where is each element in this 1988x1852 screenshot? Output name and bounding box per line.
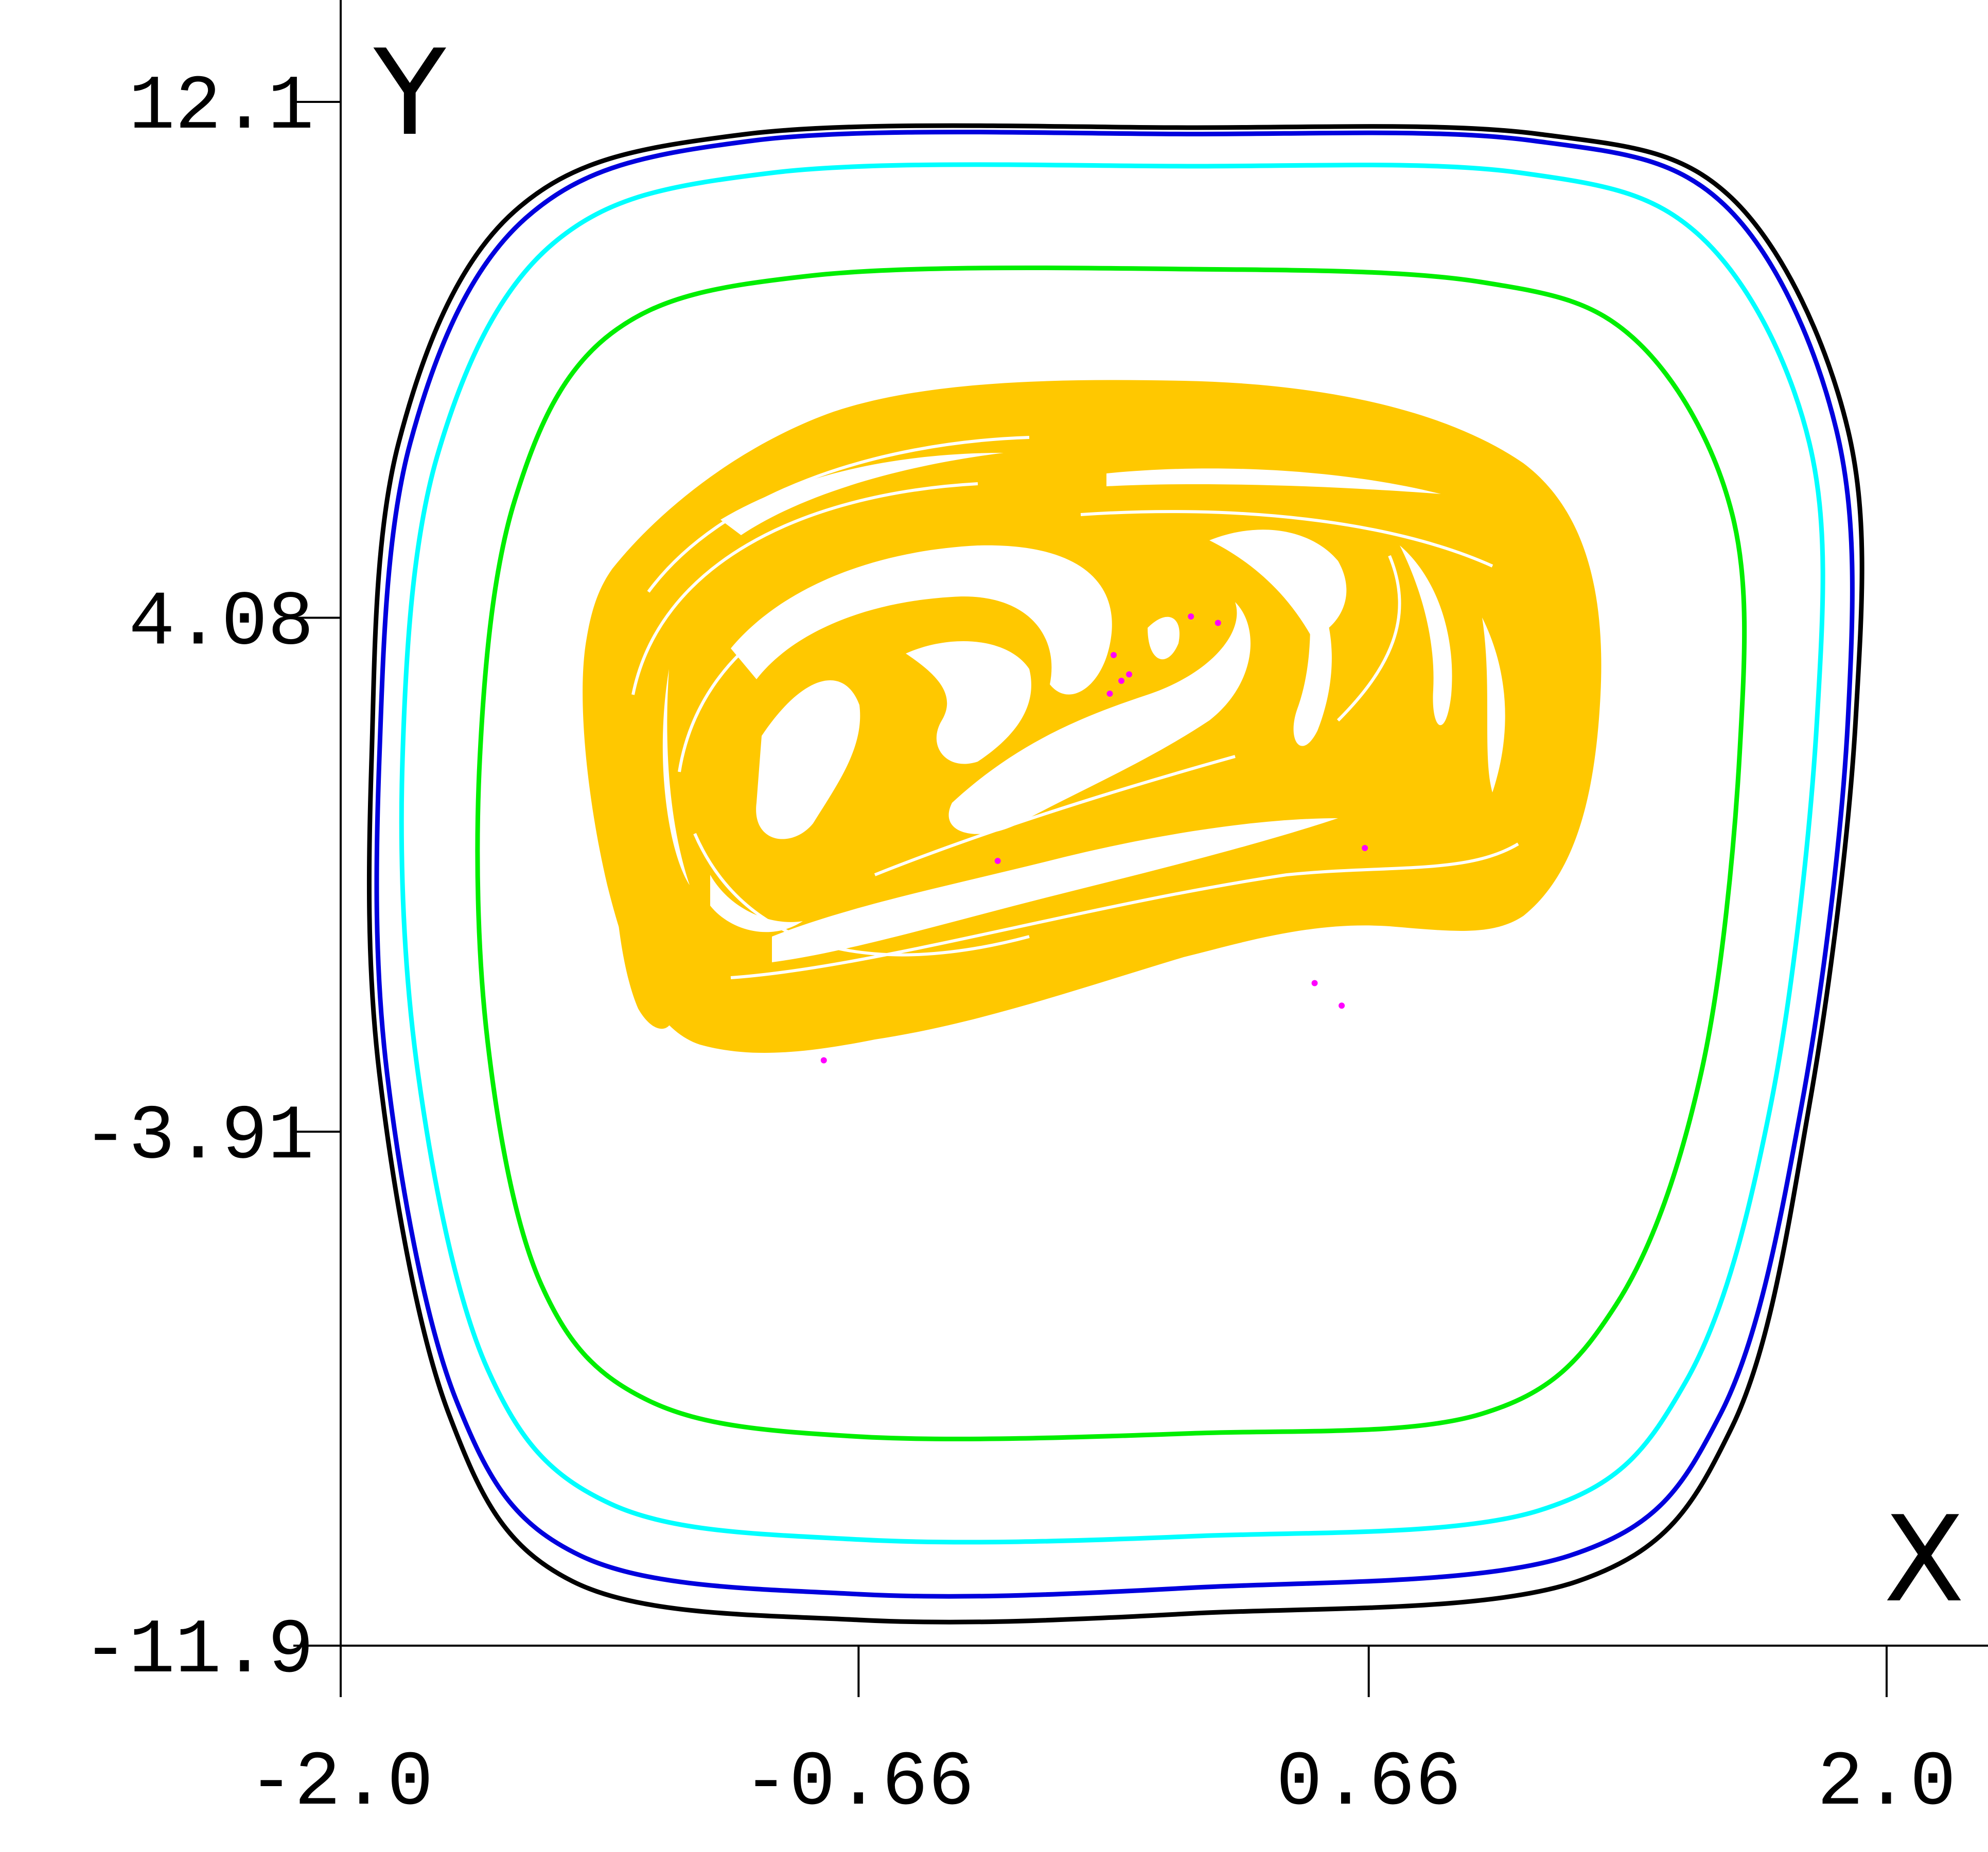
y-tick-label: -3.91	[82, 1093, 314, 1181]
orbit-curves	[366, 123, 1864, 1625]
attractor-gap	[1400, 545, 1452, 726]
orbit-curve	[366, 123, 1864, 1625]
x-tick-label: -2.0	[248, 1740, 433, 1827]
attractor-region	[583, 380, 1602, 1053]
orbit-curve	[399, 162, 1825, 1545]
x-tick-label: 0.66	[1276, 1740, 1462, 1827]
data-point	[1362, 845, 1368, 851]
attractor-gap	[662, 669, 690, 885]
attractor-gap	[710, 875, 803, 932]
attractor-gap	[1482, 618, 1505, 792]
attractor-tail	[610, 571, 674, 1029]
attractor-gap	[1293, 576, 1332, 746]
x-ticks: -2.0 -0.66 0.66 2.0	[248, 1646, 1956, 1827]
attractor-gap	[1106, 468, 1441, 494]
attractor-gap	[731, 545, 1112, 695]
attractor-gap	[756, 680, 860, 839]
y-ticks: 12.1 4.08 -3.91 -11.9	[82, 64, 341, 1695]
y-tick-label: 4.08	[129, 580, 314, 667]
data-point	[1339, 1002, 1345, 1009]
attractor-streak	[1336, 555, 1401, 722]
x-axis-label: X	[1884, 1491, 1965, 1629]
attractor-gap	[948, 602, 1251, 834]
attractor-gap	[906, 641, 1031, 764]
data-point	[1215, 620, 1221, 626]
data-point	[1111, 652, 1117, 658]
orbit-curve	[475, 265, 1747, 1441]
data-point	[1188, 613, 1194, 620]
data-point	[1106, 691, 1113, 697]
attractor-gap	[772, 818, 1338, 962]
attractor-streak	[678, 565, 978, 772]
data-point	[994, 858, 1001, 864]
orbit-curve	[374, 130, 1855, 1599]
attractor-streak	[874, 755, 1236, 876]
y-tick-label: -11.9	[82, 1608, 314, 1695]
attractor-streak	[647, 436, 1030, 593]
magenta-points	[820, 613, 1368, 1064]
data-point	[820, 1057, 827, 1064]
attractor-gap	[1148, 616, 1180, 660]
data-point	[1118, 678, 1125, 684]
attractor-streak	[730, 842, 1519, 979]
data-point	[1311, 980, 1318, 986]
attractor-streak	[1080, 510, 1493, 568]
y-axis-label: Y	[373, 25, 446, 162]
attractor-streak	[631, 482, 978, 695]
x-tick-label: -0.66	[743, 1740, 974, 1827]
y-tick-label: 12.1	[129, 64, 314, 151]
data-point	[1126, 671, 1133, 678]
attractor-streak	[693, 833, 1030, 957]
x-tick-label: 2.0	[1817, 1740, 1956, 1827]
